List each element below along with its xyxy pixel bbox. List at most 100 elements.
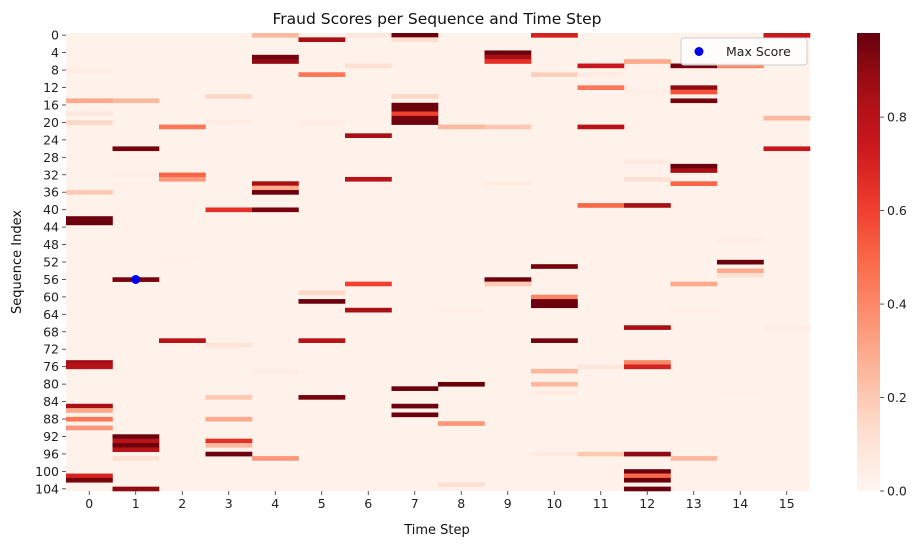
heatmap-cell bbox=[391, 37, 439, 43]
heatmap-cell bbox=[66, 477, 113, 483]
y-tick-label: 0 bbox=[51, 28, 59, 43]
heatmap-cell bbox=[159, 124, 206, 130]
heatmap-cell bbox=[670, 456, 718, 461]
x-tick-label: 15 bbox=[779, 496, 795, 511]
y-tick-label: 4 bbox=[51, 45, 59, 60]
y-tick-label: 36 bbox=[43, 185, 59, 200]
heatmap-cell bbox=[717, 238, 764, 243]
heatmap-cell bbox=[577, 72, 625, 77]
heatmap-cell bbox=[112, 447, 160, 453]
heatmap-cell bbox=[531, 299, 578, 304]
heatmap-cell bbox=[531, 381, 578, 387]
heatmap-cell bbox=[66, 473, 113, 479]
heatmap-cell bbox=[252, 368, 299, 374]
colorbar-tick-label: 0.0 bbox=[887, 484, 907, 499]
heatmap-cell bbox=[298, 338, 346, 343]
x-tick-label: 4 bbox=[271, 496, 279, 511]
heatmap-cell bbox=[577, 63, 625, 69]
heatmap-cell bbox=[66, 190, 113, 195]
heatmap-cell bbox=[205, 443, 253, 448]
heatmap-cell bbox=[345, 281, 392, 287]
heatmap-cell bbox=[670, 281, 718, 287]
heatmap-cell bbox=[345, 33, 392, 38]
x-tick-label: 8 bbox=[457, 496, 465, 511]
heatmap-cell bbox=[66, 403, 113, 409]
heatmap-cell bbox=[391, 120, 439, 125]
heatmap-cell bbox=[66, 416, 113, 422]
heatmap-cell bbox=[252, 456, 299, 461]
x-tick-label: 0 bbox=[85, 496, 93, 511]
y-tick-label: 64 bbox=[43, 307, 59, 322]
heatmap-cell bbox=[577, 451, 625, 457]
heatmap-cell bbox=[205, 438, 253, 444]
heatmap-cell bbox=[112, 146, 160, 152]
heatmap-cell bbox=[531, 303, 578, 309]
heatmap-cell bbox=[763, 115, 811, 121]
colorbar bbox=[857, 33, 880, 491]
y-tick-label: 96 bbox=[43, 446, 59, 461]
heatmap-cell bbox=[298, 290, 346, 296]
y-tick-label: 68 bbox=[43, 324, 59, 339]
y-tick-label: 12 bbox=[43, 80, 59, 95]
heatmap-cell bbox=[531, 338, 578, 343]
heatmap-cell bbox=[112, 172, 160, 178]
heatmap-cell bbox=[66, 364, 113, 370]
heatmap-cell bbox=[717, 268, 764, 274]
heatmap-cell bbox=[484, 124, 532, 130]
heatmap-cell bbox=[531, 368, 578, 374]
y-tick-label: 16 bbox=[43, 97, 59, 112]
heatmap-cell bbox=[624, 159, 671, 165]
heatmap-cell bbox=[391, 115, 439, 121]
heatmap-cell bbox=[531, 294, 578, 300]
heatmap-cell bbox=[112, 438, 160, 444]
heatmap-cell bbox=[670, 307, 718, 313]
heatmap-cell bbox=[391, 403, 439, 409]
colorbar-tick-label: 0.8 bbox=[887, 110, 907, 125]
heatmap-cell bbox=[391, 386, 439, 391]
heatmap-cell bbox=[298, 120, 346, 125]
heatmap-cell bbox=[670, 63, 718, 69]
heatmap-cell bbox=[205, 342, 253, 348]
heatmap-cell bbox=[112, 456, 160, 461]
heatmap-cell bbox=[531, 33, 578, 38]
heatmap-cell bbox=[252, 181, 299, 186]
y-tick-label: 80 bbox=[43, 377, 59, 392]
heatmap-cell bbox=[717, 390, 764, 396]
heatmap-cell bbox=[66, 120, 113, 125]
heatmap-cell bbox=[252, 33, 299, 38]
heatmap-cell bbox=[112, 434, 160, 439]
x-tick-label: 12 bbox=[639, 496, 655, 511]
colorbar-gradient bbox=[857, 33, 880, 491]
heatmap-cell bbox=[763, 33, 811, 38]
heatmap-cell bbox=[438, 482, 485, 487]
heatmap-cell bbox=[66, 111, 113, 117]
heatmap-cell bbox=[391, 94, 439, 99]
heatmap-cell bbox=[391, 107, 439, 112]
heatmap-cell bbox=[159, 176, 206, 182]
heatmap-cell bbox=[624, 176, 671, 182]
heatmap-cell bbox=[717, 272, 764, 278]
heatmap-cell bbox=[577, 85, 625, 90]
y-tick-label: 44 bbox=[43, 220, 59, 235]
heatmap-cell bbox=[670, 181, 718, 186]
heatmap-cell bbox=[159, 172, 206, 178]
heatmap-cell bbox=[670, 163, 718, 169]
heatmap-cell bbox=[577, 364, 625, 370]
heatmap-cell bbox=[763, 146, 811, 152]
y-tick-label: 52 bbox=[43, 255, 59, 270]
x-axis: 0 1 2 3 4 5 6 7 8 9 10 11 12 13 14 15 bbox=[85, 491, 795, 511]
heatmap-cell bbox=[717, 63, 764, 69]
heatmap-cell bbox=[205, 451, 253, 457]
y-axis-label: Sequence Index bbox=[10, 210, 25, 314]
y-tick-label: 100 bbox=[35, 464, 59, 479]
heatmap-cell bbox=[391, 111, 439, 117]
colorbar-tick-label: 0.4 bbox=[887, 297, 907, 312]
heatmap-cell bbox=[252, 207, 299, 213]
y-tick-label: 76 bbox=[43, 359, 59, 374]
heatmap-cell bbox=[624, 203, 671, 208]
heatmap-cell bbox=[531, 451, 578, 457]
heatmap-cell bbox=[763, 325, 811, 330]
x-tick-label: 3 bbox=[225, 496, 233, 511]
heatmap-cell bbox=[205, 94, 253, 99]
heatmap-cell bbox=[345, 176, 392, 182]
